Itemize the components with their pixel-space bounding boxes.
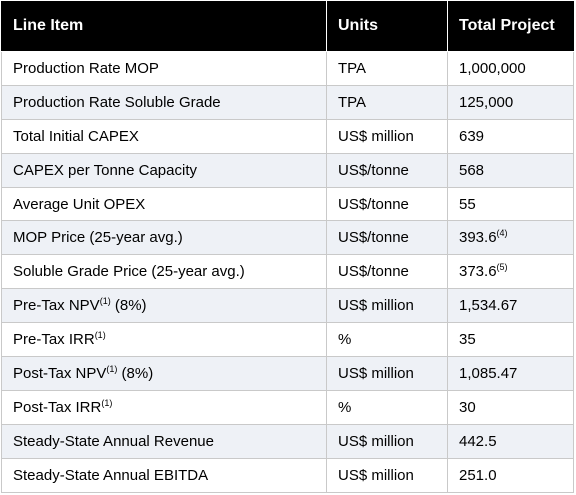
cell-line-item: Steady-State Annual Revenue	[1, 423, 327, 459]
line-item-text: Post-Tax NPV	[13, 364, 107, 382]
line-item-text: Post-Tax IRR	[13, 398, 102, 416]
line-item-text: Pre-Tax IRR	[13, 331, 95, 349]
value-text: 35	[459, 331, 476, 349]
value-text: 568	[459, 161, 485, 179]
cell-units: %	[326, 322, 448, 358]
line-item-text: Total Initial CAPEX	[13, 127, 139, 145]
line-item-text: MOP Price (25-year avg.)	[13, 229, 183, 247]
cell-line-item: Post-Tax IRR(1)	[1, 389, 327, 425]
table-row: Pre-Tax IRR(1)% 35	[1, 322, 574, 358]
line-item-text: Soluble Grade Price (25-year avg.)	[13, 263, 245, 281]
column-header-total-project: Total Project	[447, 1, 574, 52]
line-item-text: Production Rate Soluble Grade	[13, 93, 221, 111]
table-row: CAPEX per Tonne Capacity US$/tonne 568	[1, 152, 574, 188]
cell-total-project: 442.5	[447, 423, 574, 459]
cell-line-item: Soluble Grade Price (25-year avg.)	[1, 254, 327, 290]
line-item-text: CAPEX per Tonne Capacity	[13, 161, 197, 179]
table-row: Average Unit OPEX US$/tonne 55	[1, 186, 574, 222]
table-row: Total Initial CAPEX US$ million 639	[1, 118, 574, 154]
cell-line-item: MOP Price (25-year avg.)	[1, 220, 327, 256]
cell-units: US$ million	[326, 457, 448, 493]
table-row: Production Rate Soluble Grade TPA 125,000	[1, 84, 574, 120]
value-text: 393.6	[459, 229, 497, 247]
table-row: Post-Tax IRR(1)% 30	[1, 389, 574, 425]
footnote-marker: (4)	[496, 228, 508, 239]
footnote-marker: (1)	[99, 296, 111, 307]
value-text: 30	[459, 398, 476, 416]
table-row: Steady-State Annual Revenue US$ million 44…	[1, 423, 574, 459]
cell-total-project: 35	[447, 322, 574, 358]
cell-line-item: Production Rate MOP	[1, 51, 327, 86]
cell-total-project: 125,000	[447, 84, 574, 120]
value-text: 55	[459, 195, 476, 213]
cell-total-project: 251.0	[447, 457, 574, 493]
value-text: 639	[459, 127, 485, 145]
line-item-suffix: (8%)	[110, 297, 147, 315]
value-text: 373.6	[459, 263, 497, 281]
column-header-units: Units	[326, 1, 448, 52]
table-row: MOP Price (25-year avg.) US$/tonne 393.6(4…	[1, 220, 574, 256]
cell-line-item: Total Initial CAPEX	[1, 118, 327, 154]
cell-total-project: 1,085.47	[447, 356, 574, 391]
value-text: 1,534.67	[459, 297, 518, 315]
cell-line-item: Average Unit OPEX	[1, 186, 327, 222]
value-text: 442.5	[459, 432, 497, 450]
cell-units: TPA	[326, 84, 448, 120]
line-item-text: Average Unit OPEX	[13, 195, 146, 213]
value-text: 251.0	[459, 466, 497, 484]
cell-units: %	[326, 389, 448, 425]
line-item-suffix: (8%)	[117, 364, 154, 382]
cell-total-project: 1,000,000	[447, 51, 574, 86]
table-row: Soluble Grade Price (25-year avg.) US$/to…	[1, 254, 574, 290]
table-row: Production Rate MOP TPA 1,000,000	[1, 51, 574, 86]
cell-units: US$/tonne	[326, 220, 448, 256]
cell-total-project: 393.6(4)	[447, 220, 574, 256]
value-text: 1,085.47	[459, 364, 518, 382]
table-row: Post-Tax NPV(1) (8%) US$ million 1,085.47	[1, 356, 574, 391]
table-header: Line Item Units Total Project	[1, 1, 574, 52]
cell-units: TPA	[326, 51, 448, 86]
cell-units: US$/tonne	[326, 186, 448, 222]
cell-line-item: Pre-Tax IRR(1)	[1, 322, 327, 358]
line-item-text: Steady-State Annual EBITDA	[13, 466, 209, 484]
cell-units: US$/tonne	[326, 152, 448, 188]
table-row: Steady-State Annual EBITDA US$ million 251…	[1, 457, 574, 493]
footnote-marker: (5)	[496, 262, 508, 273]
value-text: 1,000,000	[459, 59, 526, 77]
footnote-marker: (1)	[94, 330, 106, 341]
footnote-marker: (1)	[106, 363, 118, 374]
line-item-text: Production Rate MOP	[13, 59, 159, 77]
cell-units: US$/tonne	[326, 254, 448, 290]
cell-line-item: Post-Tax NPV(1) (8%)	[1, 356, 327, 391]
header-row: Line Item Units Total Project	[1, 1, 574, 52]
cell-line-item: Steady-State Annual EBITDA	[1, 457, 327, 493]
cell-total-project: 1,534.67	[447, 288, 574, 324]
value-text: 125,000	[459, 93, 514, 111]
cell-total-project: 639	[447, 118, 574, 154]
cell-units: US$ million	[326, 356, 448, 391]
column-header-line-item: Line Item	[1, 1, 327, 52]
cell-units: US$ million	[326, 423, 448, 459]
cell-line-item: CAPEX per Tonne Capacity	[1, 152, 327, 188]
cell-line-item: Pre-Tax NPV(1) (8%)	[1, 288, 327, 324]
footnote-marker: (1)	[101, 397, 113, 408]
line-item-text: Pre-Tax NPV	[13, 297, 100, 315]
cell-line-item: Production Rate Soluble Grade	[1, 84, 327, 120]
cell-total-project: 55	[447, 186, 574, 222]
cell-total-project: 568	[447, 152, 574, 188]
cell-total-project: 373.6(5)	[447, 254, 574, 290]
line-item-text: Steady-State Annual Revenue	[13, 432, 214, 450]
table-row: Pre-Tax NPV(1) (8%) US$ million 1,534.67	[1, 288, 574, 324]
cell-total-project: 30	[447, 389, 574, 425]
cell-units: US$ million	[326, 288, 448, 324]
cell-units: US$ million	[326, 118, 448, 154]
table-body: Production Rate MOP TPA 1,000,000 Productio…	[1, 51, 574, 493]
